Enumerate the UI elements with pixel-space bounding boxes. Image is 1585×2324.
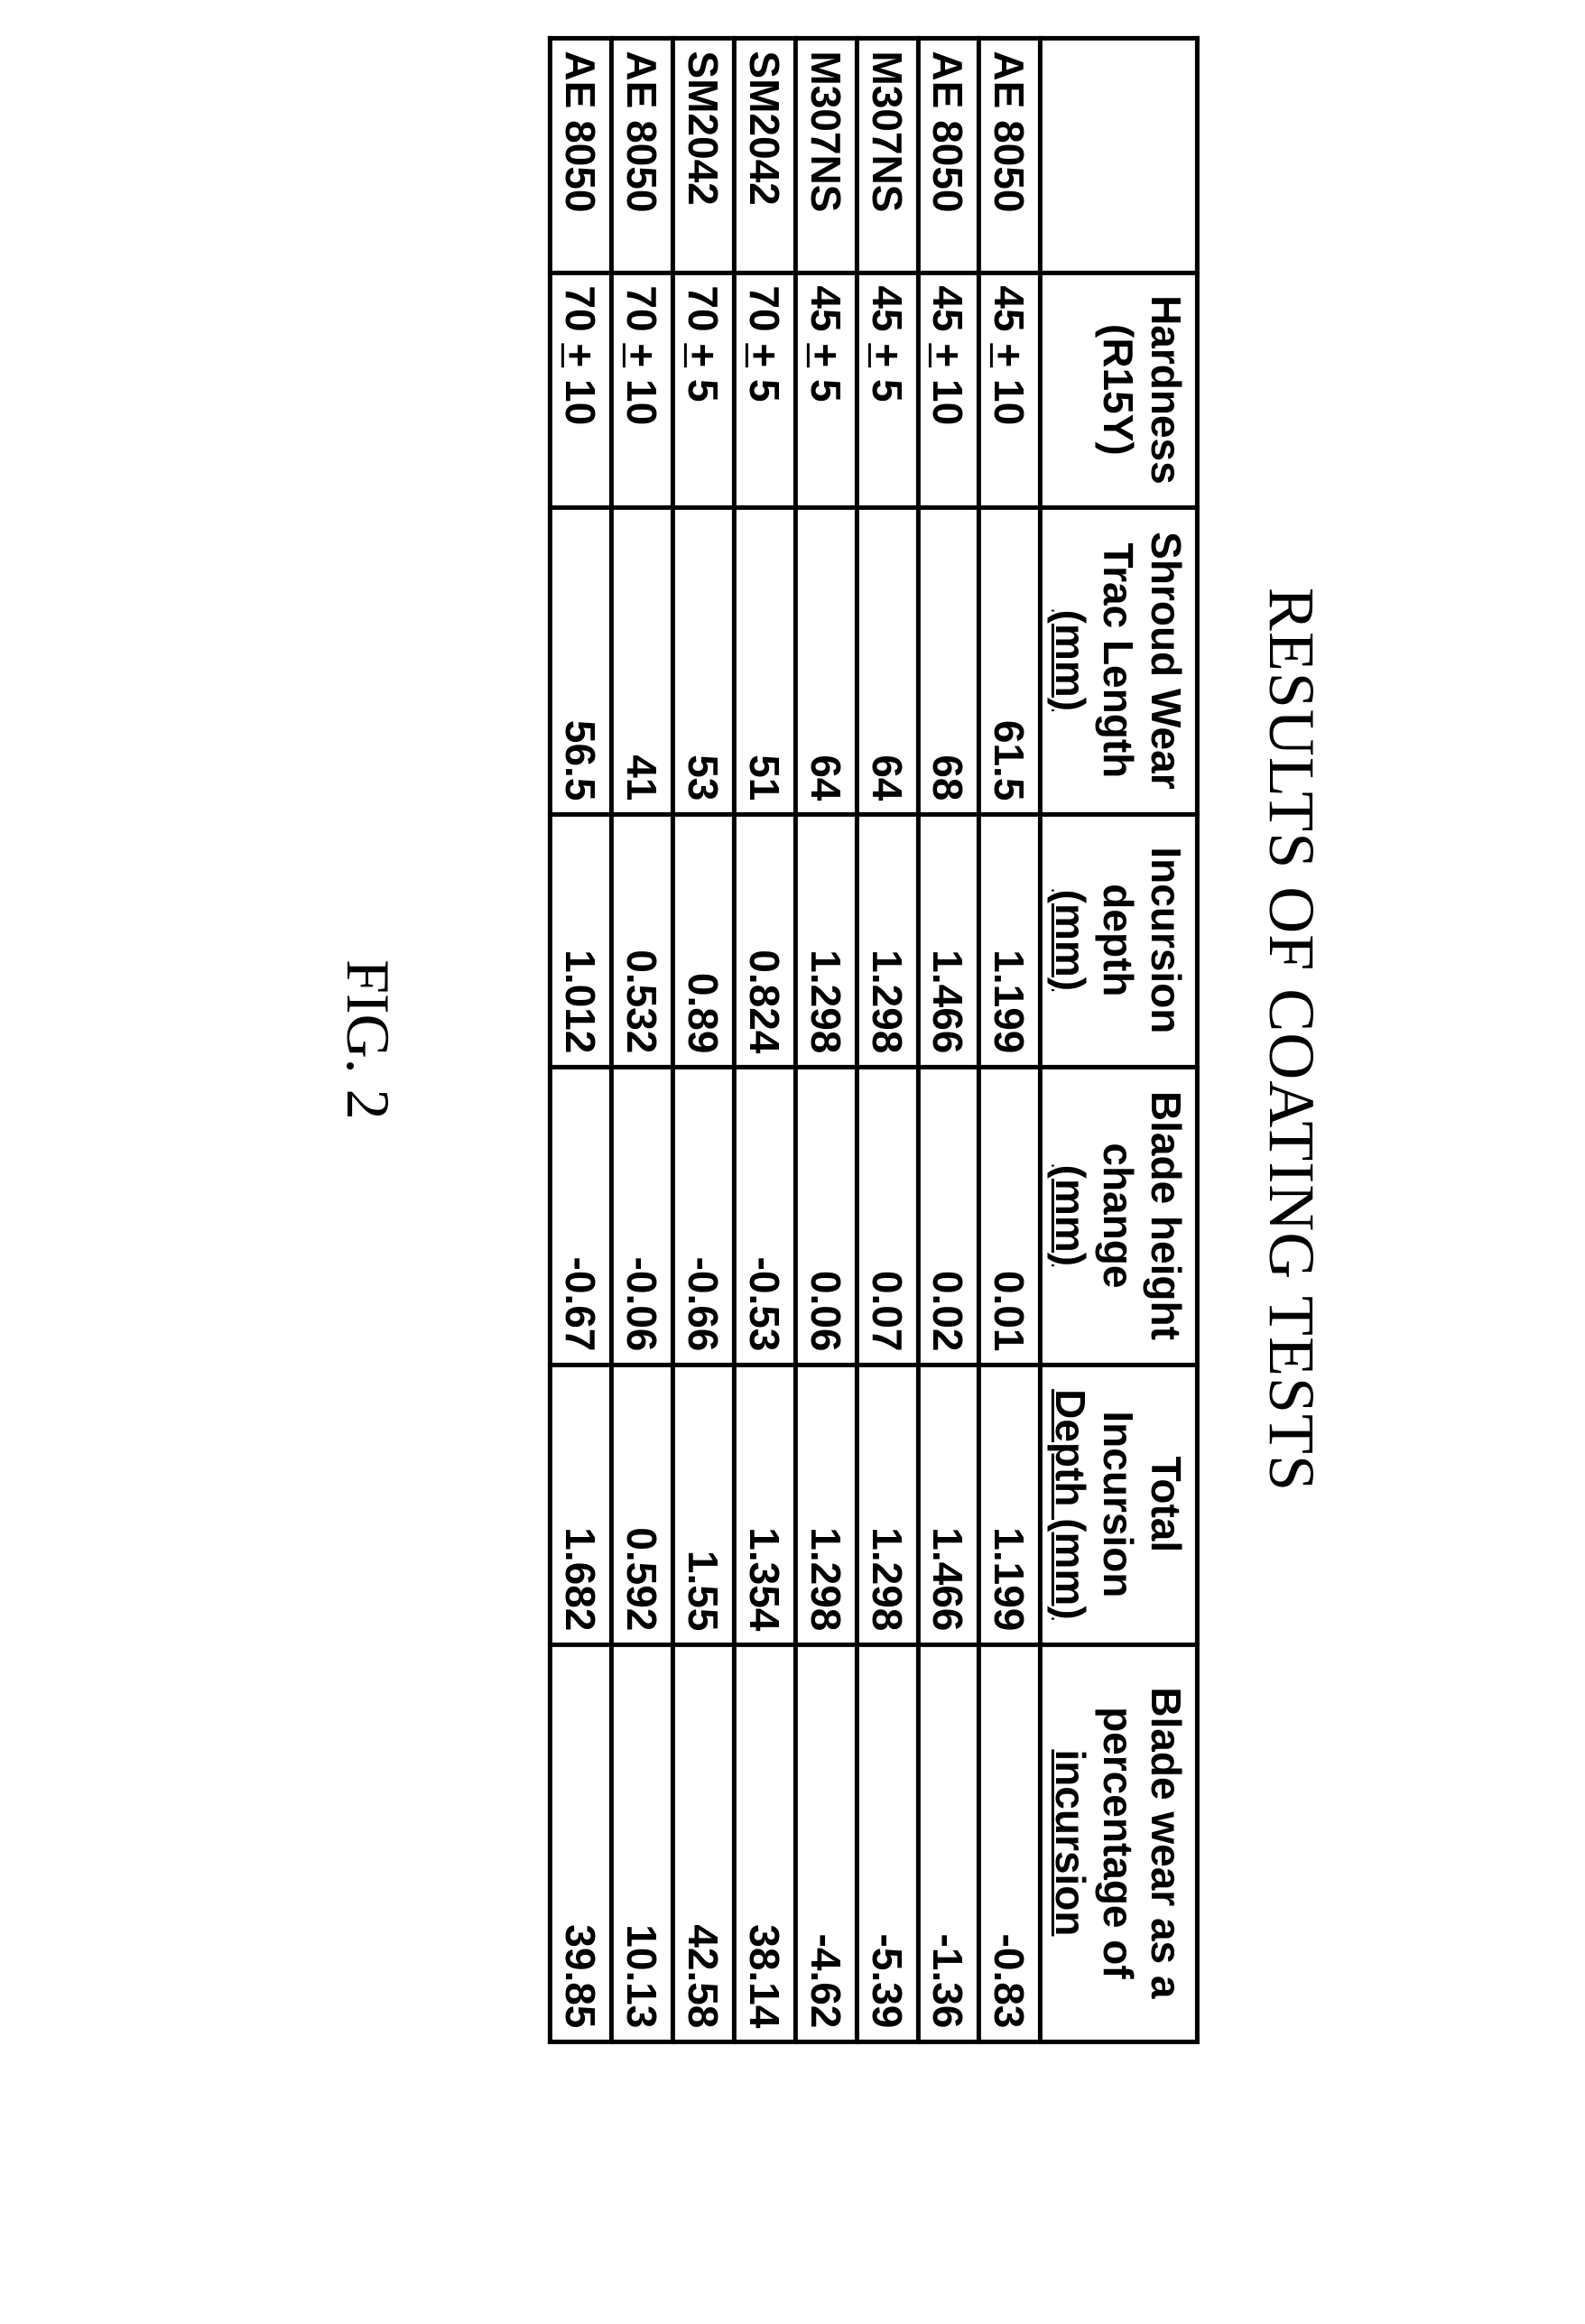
cell-hardness: 45 + 10: [918, 273, 979, 507]
cell-trac-length: 68: [918, 507, 979, 814]
table-body: AE 805045 + 1061.51.1990.011.199-0.83AE …: [551, 38, 1041, 2042]
cell-label: AE 8050: [979, 38, 1041, 273]
cell-blade-height: -0.67: [551, 1067, 612, 1365]
cell-trac-length: 51: [734, 507, 795, 814]
cell-hardness: 45 + 5: [795, 273, 857, 507]
cell-blade-height: 0.07: [857, 1067, 918, 1365]
cell-blade-wear-pct: -4.62: [795, 1644, 857, 2042]
col-header-blank: [1041, 38, 1198, 273]
cell-incursion-depth: 1.298: [857, 814, 918, 1067]
page-title: RESULTS OF COATING TESTS: [1254, 0, 1329, 2123]
cell-trac-length: 56.5: [551, 507, 612, 814]
cell-total-incursion: 1.298: [795, 1365, 857, 1644]
cell-label: AE 8050: [918, 38, 979, 273]
cell-incursion-depth: 0.532: [611, 814, 672, 1067]
cell-trac-length: 64: [795, 507, 857, 814]
table-row: M307NS45 + 5641.2980.061.298-4.62: [795, 38, 857, 2042]
cell-label: M307NS: [795, 38, 857, 273]
col-header-hardness: Hardness (R15Y): [1041, 273, 1198, 507]
cell-blade-height: 0.02: [918, 1067, 979, 1365]
cell-label: M307NS: [857, 38, 918, 273]
cell-label: AE 8050: [551, 38, 612, 273]
cell-blade-wear-pct: 39.85: [551, 1644, 612, 2042]
cell-label: AE 8050: [611, 38, 672, 273]
cell-hardness: 70 + 5: [672, 273, 734, 507]
cell-total-incursion: 1.682: [551, 1365, 612, 1644]
cell-blade-height: 0.06: [795, 1067, 857, 1365]
cell-hardness: 70 + 5: [734, 273, 795, 507]
table-row: AE 805070 + 1056.51.012-0.671.68239.85: [551, 38, 612, 2042]
col-header-blade-height: Blade height change (mm): [1041, 1067, 1198, 1365]
cell-label: SM2042: [734, 38, 795, 273]
cell-hardness: 45 + 5: [857, 273, 918, 507]
table-row: M307NS45 + 5641.2980.071.298-5.39: [857, 38, 918, 2042]
col-header-total-incursion: Total Incursion Depth (mm): [1041, 1365, 1198, 1644]
cell-total-incursion: 1.354: [734, 1365, 795, 1644]
cell-total-incursion: 1.298: [857, 1365, 918, 1644]
cell-hardness: 45 + 10: [979, 273, 1041, 507]
cell-incursion-depth: 1.199: [979, 814, 1041, 1067]
col-header-incursion-depth: Incursion depth (mm): [1041, 814, 1198, 1067]
results-table: Hardness (R15Y) Shroud Wear Trac Length …: [548, 35, 1200, 2043]
cell-label: SM2042: [672, 38, 734, 273]
cell-blade-wear-pct: 10.13: [611, 1644, 672, 2042]
cell-blade-wear-pct: 38.14: [734, 1644, 795, 2042]
cell-trac-length: 64: [857, 507, 918, 814]
table-header: Hardness (R15Y) Shroud Wear Trac Length …: [1041, 38, 1198, 2042]
table-row: AE 805045 + 10681.4660.021.466-1.36: [918, 38, 979, 2042]
cell-blade-height: -0.53: [734, 1067, 795, 1365]
cell-incursion-depth: 0.824: [734, 814, 795, 1067]
cell-incursion-depth: 0.89: [672, 814, 734, 1067]
cell-incursion-depth: 1.298: [795, 814, 857, 1067]
cell-total-incursion: 1.466: [918, 1365, 979, 1644]
table-row: AE 805070 + 10410.532-0.060.59210.13: [611, 38, 672, 2042]
table-row: SM204270 + 5530.89-0.661.5542.58: [672, 38, 734, 2042]
cell-trac-length: 61.5: [979, 507, 1041, 814]
cell-blade-height: -0.66: [672, 1067, 734, 1365]
col-header-shroud-wear: Shroud Wear Trac Length (mm): [1041, 507, 1198, 814]
figure-caption: FIG. 2: [332, 0, 403, 2123]
cell-incursion-depth: 1.012: [551, 814, 612, 1067]
cell-total-incursion: 0.592: [611, 1365, 672, 1644]
cell-incursion-depth: 1.466: [918, 814, 979, 1067]
cell-hardness: 70 + 10: [611, 273, 672, 507]
cell-blade-wear-pct: -1.36: [918, 1644, 979, 2042]
cell-blade-wear-pct: -5.39: [857, 1644, 918, 2042]
page: RESULTS OF COATING TESTS Hardness (R15Y)…: [332, 0, 1329, 2123]
table-row: SM204270 + 5510.824-0.531.35438.14: [734, 38, 795, 2042]
cell-hardness: 70 + 10: [551, 273, 612, 507]
cell-blade-height: 0.01: [979, 1067, 1041, 1365]
cell-trac-length: 53: [672, 507, 734, 814]
cell-trac-length: 41: [611, 507, 672, 814]
cell-blade-height: -0.06: [611, 1067, 672, 1365]
cell-total-incursion: 1.199: [979, 1365, 1041, 1644]
cell-blade-wear-pct: 42.58: [672, 1644, 734, 2042]
cell-total-incursion: 1.55: [672, 1365, 734, 1644]
cell-blade-wear-pct: -0.83: [979, 1644, 1041, 2042]
col-header-blade-wear-pct: Blade wear as a percentage of incursion: [1041, 1644, 1198, 2042]
table-row: AE 805045 + 1061.51.1990.011.199-0.83: [979, 38, 1041, 2042]
